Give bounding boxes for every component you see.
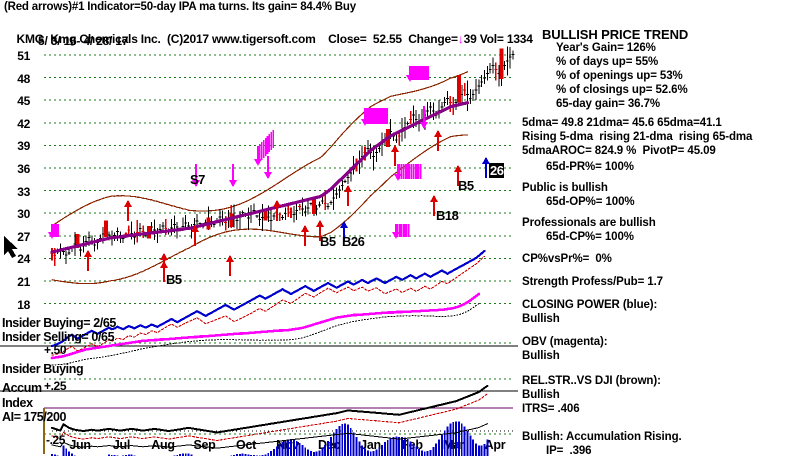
x-axis-label: Dec — [317, 438, 341, 452]
y-axis-label: 45 — [17, 94, 30, 109]
marker-label-b5-left: B5 — [166, 272, 182, 287]
marker-label-b18: B18 — [436, 208, 459, 223]
x-axis-label: Aug — [151, 438, 175, 452]
y-axis-label: 51 — [17, 49, 30, 63]
marker-label-b26-mid: B26 — [342, 234, 365, 249]
rel-strength-line-1 — [51, 255, 486, 356]
x-axis-label: Apr — [484, 438, 506, 452]
gridlines — [0, 54, 518, 454]
close-label: Close= — [328, 32, 367, 46]
info-public-bullish: Public is bullish — [522, 182, 608, 194]
marker-label-b26-right-highlighted: 26 — [489, 163, 505, 178]
info-pct-closings-up: % of closings up= 52.6% — [556, 84, 688, 96]
info-ip: IP= .396 — [546, 445, 592, 457]
signal-arrows — [84, 106, 490, 282]
info-65day-gain: 65-day gain= 36.7% — [556, 98, 660, 110]
info-rising-line: Rising 5-dma rising 21-dma rising 65-dma — [522, 131, 753, 143]
info-strength: Strength Profess/Pub= 1.7 — [522, 276, 663, 288]
date-range: 5/ 3/ 16- 4/ 28/ 17 — [38, 34, 129, 48]
info-pct-days-up: % of days up= 55% — [556, 56, 659, 68]
info-title: BULLISH PRICE TREND — [542, 27, 689, 42]
y-axis-label: 21 — [17, 275, 30, 289]
x-axis-label: Jan — [360, 438, 381, 452]
obv-line — [50, 292, 481, 360]
copyright-notice: (C)2017 www.tigersoft.com — [166, 32, 316, 46]
rel-strength-line-2 — [51, 303, 480, 366]
accum-label-line3: Index — [2, 396, 33, 410]
x-axis-label: Jul — [112, 438, 131, 452]
quote-line: KMG Kmg Chemicals Inc. (C)2017 www.tiger… — [4, 18, 533, 60]
info-65d-op: 65d-OP%= 100% — [546, 196, 635, 208]
moving-average-line — [50, 101, 470, 254]
info-closing-power-value: Bullish — [522, 313, 560, 325]
accum-label-line2: Accum — [2, 381, 42, 395]
info-pct-openings-up: % of openings up= 53% — [556, 70, 683, 82]
info-65d-pr: 65d-PR%= 100% — [546, 161, 634, 173]
info-itrs: ITRS= .406 — [522, 403, 580, 415]
close-value: 52.55 — [372, 32, 402, 46]
scale-plus-50: +.50 — [44, 343, 67, 357]
info-cp-vs-pr: CP%vsPr%= 0% — [522, 253, 612, 265]
marker-label-b5-mid: B5 — [320, 234, 336, 249]
info-obv-value: Bullish — [522, 350, 560, 362]
info-professionals: Professionals are bullish — [522, 217, 656, 229]
closing-power-line — [50, 249, 486, 348]
magenta-comb-markers — [4, 66, 429, 258]
scale-minus-25: -.25 — [46, 433, 66, 447]
x-axis-label: Jun — [69, 438, 91, 452]
insider-selling-label: Insider Selling= 0/65 — [2, 330, 115, 344]
volume-value: 1334 — [506, 32, 533, 46]
accum-label-line4: AI= 175/200 — [2, 410, 67, 424]
y-axis-label: 42 — [17, 116, 30, 131]
y-axis-label: 24 — [17, 252, 30, 267]
y-axis-label: 36 — [17, 162, 30, 176]
change-value: 39 — [463, 32, 477, 46]
marker-label-s7: S7 — [190, 172, 205, 187]
y-axis-label: 30 — [17, 207, 30, 222]
down-arrow-icon: ↓ — [457, 32, 464, 46]
ticker-symbol: KMG — [16, 32, 45, 46]
info-closing-power-title: CLOSING POWER (blue): — [522, 299, 658, 311]
accum-label-line1: Insider Buying — [2, 362, 84, 376]
y-axis-label: 48 — [17, 71, 30, 86]
indicator-headline: (Red arrows)#1 Indicator=50-day IPA ma t… — [4, 1, 356, 13]
y-axis-label: 33 — [17, 184, 30, 199]
info-65d-cp: 65d-CP%= 100% — [546, 231, 634, 243]
analysis-info-panel: BULLISH PRICE TREND Year's Gain= 126% % … — [520, 27, 798, 457]
x-axis-label: Sep — [193, 438, 216, 452]
volume-label: Vol= — [479, 32, 504, 46]
y-axis-label: 39 — [17, 139, 30, 154]
chart-plot-area[interactable] — [0, 46, 518, 456]
info-relstr-title: REL.STR..VS DJI (brown): — [522, 375, 661, 387]
company-name: Kmg Chemicals Inc. — [50, 32, 161, 46]
info-obv-title: OBV (magenta): — [522, 336, 608, 348]
x-axis-label: Feb — [401, 438, 423, 452]
scale-plus-25: +.25 — [44, 379, 67, 393]
info-accum-title: Bullish: Accumulation Rising. — [522, 431, 682, 443]
info-aroc-line: 5dmaAROC= 824.9 % PivotP= 45.09 — [522, 145, 716, 157]
accumulation-index — [51, 384, 489, 456]
y-axis-label: 18 — [17, 297, 30, 312]
info-relstr-value: Bullish — [522, 389, 560, 401]
insider-buying-label: Insider Buying= 2/65 — [2, 316, 116, 330]
info-dma-line: 5dma= 49.8 21dma= 45.6 65dma=41.1 — [522, 117, 722, 129]
y-axis-label: 27 — [17, 229, 30, 244]
marker-label-b5-right: B5 — [458, 178, 474, 193]
info-years-gain: Year's Gain= 126% — [556, 42, 656, 54]
change-label: Change= — [408, 32, 458, 46]
